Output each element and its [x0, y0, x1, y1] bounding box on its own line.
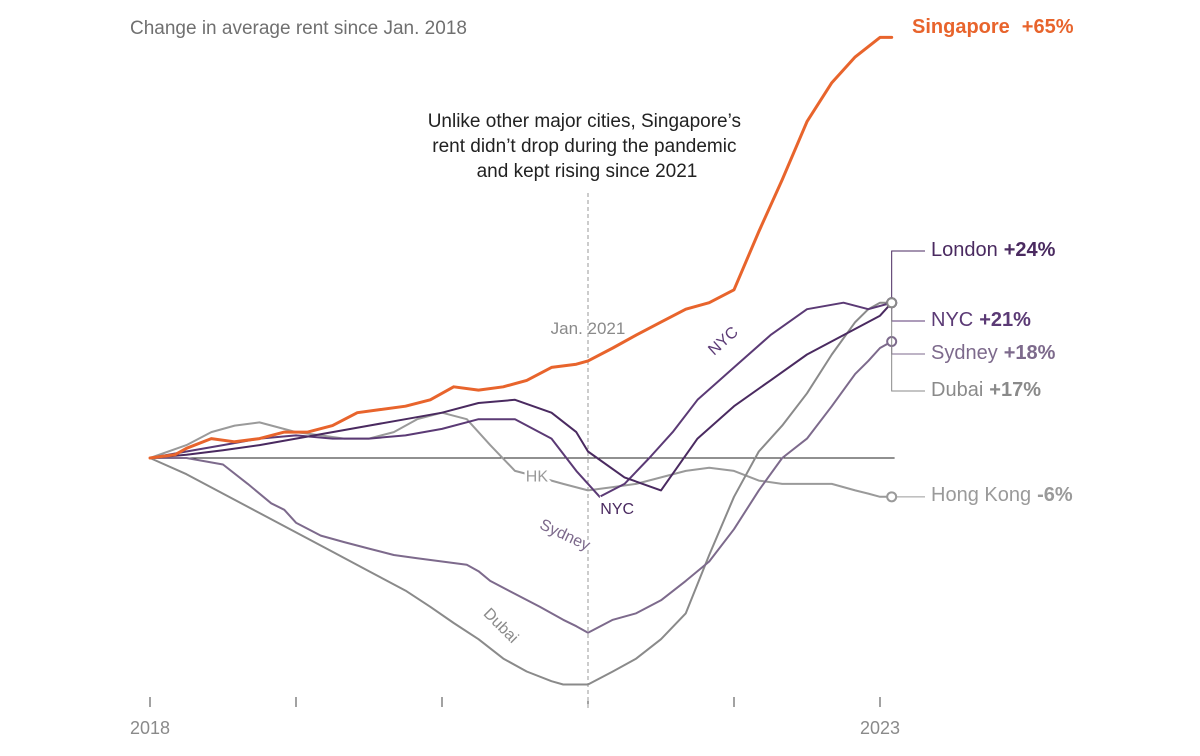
x-tick-label-2018: 2018 — [130, 718, 170, 738]
end-label-nyc: NYC +21% — [931, 309, 1031, 331]
end-label-value-nyc: +21% — [979, 309, 1031, 331]
end-label-name-nyc: NYC — [931, 309, 973, 331]
end-label-value-dubai: +17% — [989, 379, 1041, 401]
end-label-value-singapore: +65% — [1022, 16, 1074, 38]
annotation: Unlike other major cities, Singapore’s r… — [428, 111, 747, 182]
end-label-name-singapore: Singapore — [912, 16, 1010, 38]
annotation-line-1: Unlike other major cities, Singapore’s — [428, 111, 741, 132]
annotation-line-2: rent didn’t drop during the pandemic — [432, 136, 736, 157]
end-label-london: London +24% — [931, 239, 1056, 261]
end-label-name-dubai: Dubai — [931, 379, 983, 401]
series-line-dubai — [149, 301, 893, 686]
x-axis: 2018 2023 — [130, 697, 902, 738]
series-line-london — [149, 301, 893, 492]
inline-label-nyc-0: NYC — [705, 324, 741, 359]
jan-2021-marker-label: Jan. 2021 — [551, 319, 626, 338]
series-line-singapore — [148, 35, 894, 460]
leader-london — [891, 250, 925, 303]
inline-labels: NYC NYC HK Sydney Dubai — [477, 321, 744, 649]
end-label-dubai: Dubai +17% — [931, 379, 1041, 401]
series-line-sydney — [149, 340, 893, 634]
inline-label-nyc-1: NYC — [600, 501, 634, 518]
end-labels: Singapore +65% London +24% NYC +21% Sydney +18%… — [886, 16, 1074, 506]
series-line-nyc — [149, 301, 893, 498]
series-lines — [148, 35, 894, 686]
end-label-value-sydney: +18% — [1004, 342, 1056, 364]
series-line-hong-kong — [149, 411, 893, 498]
end-label-singapore: Singapore +65% — [912, 16, 1074, 38]
inline-label-hk-2: HK — [526, 469, 549, 486]
annotation-line-3: and kept rising since 2021 — [477, 161, 698, 182]
end-label-hong-kong: Hong Kong -6% — [931, 484, 1073, 506]
end-label-value-london: +24% — [1004, 239, 1056, 261]
leader-dubai — [891, 302, 925, 392]
end-label-sydney: Sydney +18% — [931, 342, 1056, 364]
inline-label-sydney-3: Sydney — [537, 516, 593, 554]
end-marker-dubai — [886, 297, 898, 309]
end-marker-hong-kong — [886, 491, 898, 503]
jan-2021-marker: Jan. 2021 — [551, 193, 626, 708]
inline-label-dubai-4: Dubai — [480, 605, 522, 647]
end-label-value-hong-kong: -6% — [1037, 484, 1073, 506]
end-label-name-sydney: Sydney — [931, 342, 998, 364]
end-label-name-hong-kong: Hong Kong — [931, 484, 1031, 506]
end-label-name-london: London — [931, 239, 998, 261]
x-tick-label-2023: 2023 — [860, 718, 900, 738]
chart-title: Change in average rent since Jan. 2018 — [130, 18, 467, 39]
leader-nyc — [891, 302, 925, 322]
